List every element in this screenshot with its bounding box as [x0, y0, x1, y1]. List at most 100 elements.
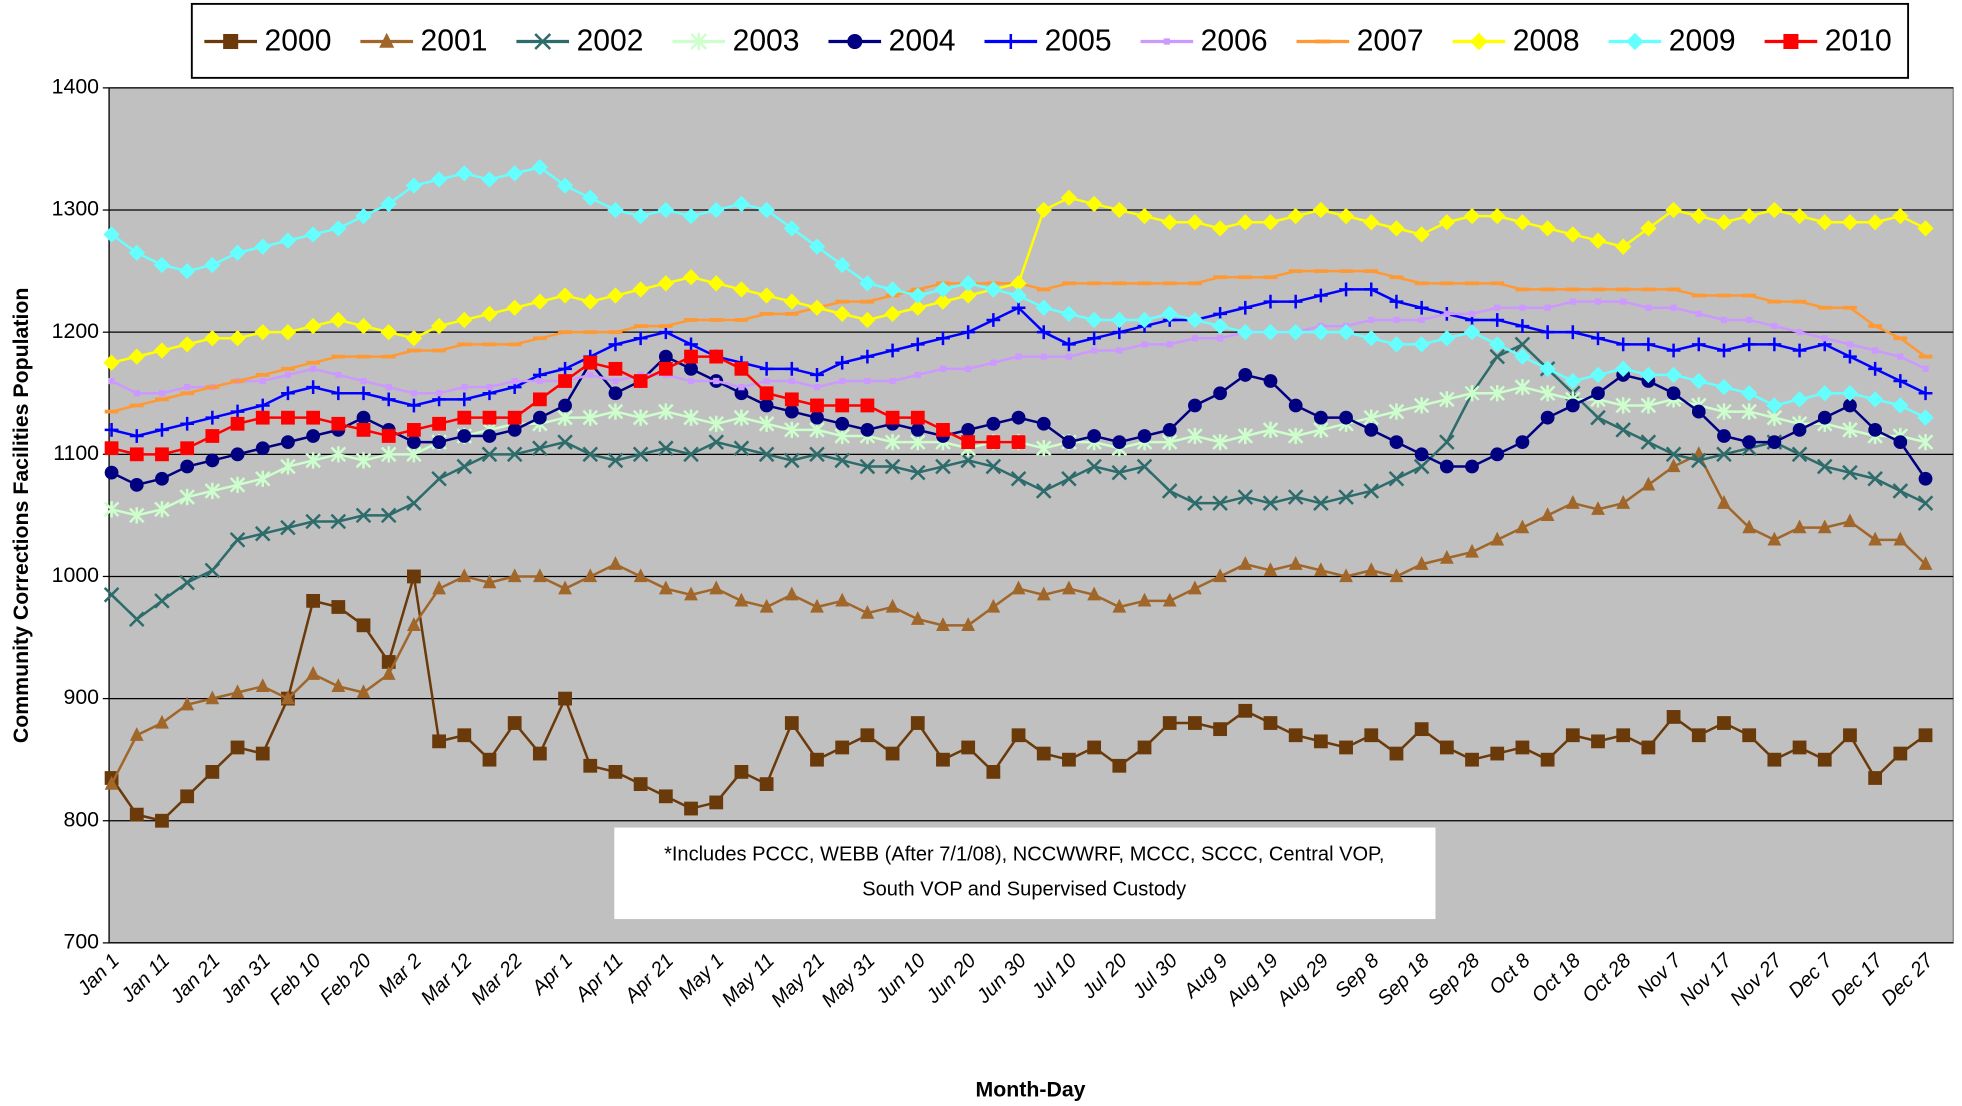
marker: [331, 386, 346, 401]
marker: [1841, 385, 1859, 402]
marker: [1640, 220, 1657, 237]
marker: [961, 422, 976, 437]
marker: [103, 226, 120, 243]
marker: [1843, 728, 1857, 743]
marker: [1490, 531, 1505, 546]
marker: [658, 580, 673, 595]
marker: [180, 789, 195, 804]
marker: [1162, 716, 1177, 730]
marker: [1489, 348, 1506, 365]
marker: [1238, 556, 1253, 570]
marker: [985, 458, 1002, 475]
marker: [1035, 201, 1052, 219]
marker: [860, 728, 875, 743]
marker: [254, 470, 271, 487]
marker: [884, 433, 901, 451]
marker: [1867, 470, 1883, 487]
marker: [1665, 201, 1682, 219]
marker: [834, 452, 850, 469]
y-tick-label: 1400: [52, 75, 100, 99]
marker: [1213, 275, 1227, 280]
marker: [180, 459, 195, 474]
marker: [129, 477, 144, 492]
marker: [558, 398, 572, 413]
marker: [1389, 746, 1404, 761]
marker: [759, 777, 774, 792]
marker: [281, 386, 295, 401]
marker: [1872, 347, 1879, 354]
marker: [632, 446, 649, 463]
marker: [1515, 287, 1530, 292]
marker: [1011, 435, 1026, 449]
marker: [1287, 489, 1304, 505]
marker: [104, 409, 119, 414]
x-tick-label: Nov 17: [1676, 949, 1737, 1010]
marker: [461, 384, 468, 391]
marker: [180, 391, 195, 396]
marker: [204, 562, 221, 579]
marker: [532, 336, 547, 341]
marker: [482, 752, 497, 767]
marker: [230, 684, 245, 699]
marker: [1641, 337, 1656, 352]
marker: [405, 177, 423, 194]
marker: [608, 330, 623, 335]
marker: [1918, 471, 1933, 486]
marker: [558, 691, 572, 706]
marker: [154, 501, 170, 518]
y-axis-title: Community Corrections Facilities Populat…: [9, 288, 33, 744]
x-tick-label: Jul 30: [1128, 950, 1182, 1004]
marker: [1665, 446, 1682, 463]
legend-marker: [690, 32, 708, 51]
marker: [330, 220, 347, 237]
marker: [582, 189, 599, 206]
marker: [482, 342, 497, 347]
marker: [1187, 495, 1203, 511]
marker: [1062, 337, 1076, 352]
marker: [910, 422, 925, 437]
marker: [1465, 543, 1479, 558]
marker: [1515, 435, 1530, 449]
marker: [1792, 740, 1807, 755]
marker: [1112, 598, 1127, 613]
marker: [306, 666, 321, 680]
marker: [1262, 495, 1279, 511]
marker: [810, 398, 824, 413]
marker: [507, 410, 522, 425]
marker: [734, 764, 749, 779]
legend-label: 2000: [265, 25, 332, 58]
marker: [158, 390, 166, 397]
marker: [1742, 519, 1757, 534]
marker: [180, 416, 195, 431]
marker: [608, 361, 623, 376]
marker: [783, 220, 800, 237]
marker: [558, 361, 572, 376]
marker: [204, 482, 221, 500]
x-tick-label: Jan 11: [116, 950, 174, 1008]
x-tick-label: Jun 10: [871, 950, 930, 1009]
marker: [1439, 549, 1454, 564]
marker: [835, 740, 850, 755]
marker: [1011, 728, 1026, 743]
marker: [1262, 324, 1279, 341]
marker: [884, 458, 901, 475]
marker: [179, 488, 195, 506]
marker: [1615, 238, 1632, 255]
marker: [1917, 495, 1934, 511]
marker: [281, 690, 295, 705]
marker: [1087, 331, 1102, 346]
marker: [1389, 435, 1404, 449]
marker: [1783, 33, 1799, 50]
marker: [1111, 464, 1128, 481]
marker: [205, 385, 220, 390]
marker: [532, 746, 547, 761]
marker: [1313, 562, 1328, 576]
marker: [255, 746, 270, 761]
marker: [1591, 501, 1605, 515]
marker: [683, 446, 699, 463]
marker: [306, 429, 321, 443]
marker: [1515, 519, 1530, 534]
marker: [835, 355, 850, 370]
x-tick-label: Jan 31: [216, 950, 275, 1009]
marker: [810, 410, 824, 425]
